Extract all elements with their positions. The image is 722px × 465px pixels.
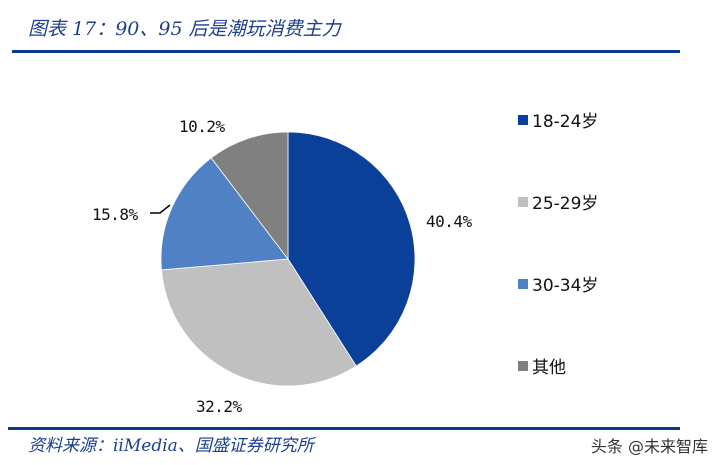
slice-other xyxy=(210,131,289,261)
data-label-18-24: 40.4% xyxy=(426,212,472,231)
slice-18-24 xyxy=(287,131,416,367)
legend-swatch-icon xyxy=(518,114,528,125)
legend-swatch-icon xyxy=(518,360,528,371)
slice-25-29 xyxy=(161,258,357,387)
chart-title: 图表 17：90、95 后是潮玩消费主力 xyxy=(28,18,341,40)
data-label-other: 10.2% xyxy=(179,117,225,136)
legend-label: 25-29岁 xyxy=(532,194,599,214)
legend-label: 其他 xyxy=(532,358,566,378)
pie-slices xyxy=(160,131,416,387)
legend-item-30-34: 30-34岁 xyxy=(518,271,598,296)
watermark: 头条 @未来智库 xyxy=(590,437,708,456)
legend-swatch-icon xyxy=(518,196,528,207)
legend-label: 30-34岁 xyxy=(532,276,599,296)
data-label-30-34: 15.8% xyxy=(92,205,138,224)
legend-label: 18-24岁 xyxy=(532,112,599,132)
legend-swatch-icon xyxy=(518,278,528,289)
leader-line xyxy=(150,204,171,214)
legend-item-18-24: 18-24岁 xyxy=(518,107,598,132)
source-note: 资料来源：iiMedia、国盛证券研究所 xyxy=(28,436,314,456)
bottom-divider xyxy=(8,427,680,430)
slice-30-34 xyxy=(160,157,289,271)
legend-item-other: 其他 xyxy=(518,353,566,378)
top-divider xyxy=(12,50,680,53)
legend-item-25-29: 25-29岁 xyxy=(518,189,598,214)
data-label-25-29: 32.2% xyxy=(196,397,242,416)
